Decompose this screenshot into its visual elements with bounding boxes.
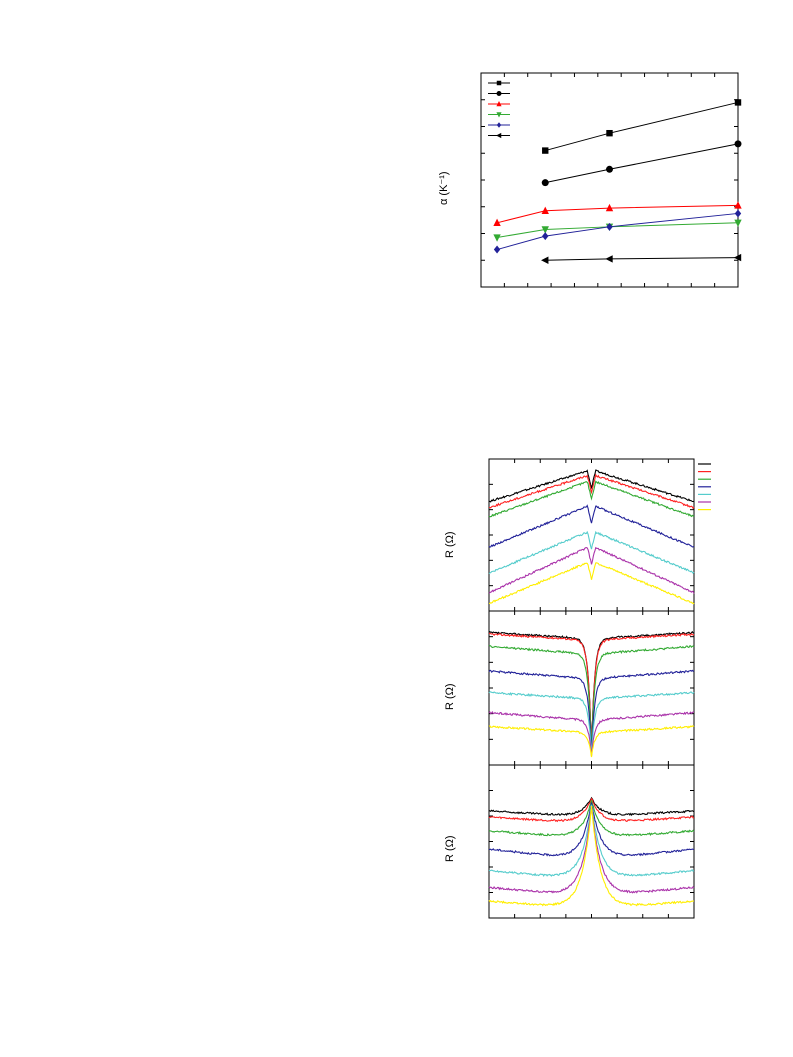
legend-marker-2 [496, 91, 502, 96]
r-plot-bottom-trace-3 [488, 800, 695, 837]
legend-marker-5 [496, 122, 502, 128]
r-plot-top-trace-1 [488, 469, 695, 503]
r-plot-top-trace-5 [488, 530, 695, 575]
alpha-series-line-4 [496, 222, 739, 239]
alpha-data-point [542, 232, 549, 241]
alpha-series-line-3 [496, 204, 739, 224]
alpha-data-point [606, 165, 613, 173]
r-plot-bottom-frame [488, 764, 695, 919]
alpha-series-line-5 [496, 212, 739, 251]
r-plot-top-trace-7 [489, 562, 695, 605]
r-plot-top-trace-3 [488, 480, 695, 518]
alpha-data-point [542, 147, 549, 154]
alpha-data-point [734, 99, 742, 106]
legend-marker-1 [496, 80, 502, 86]
alpha-data-point [734, 201, 742, 209]
alpha-series-line-6 [545, 257, 739, 261]
alpha-data-point [606, 129, 613, 137]
alpha-data-point [541, 179, 549, 187]
alpha-data-point [541, 206, 549, 214]
alpha-data-point [734, 140, 742, 148]
legend-marker-4 [496, 112, 502, 118]
legend-marker-3 [496, 101, 502, 107]
r-plot-bottom-trace-7 [488, 806, 694, 907]
alpha-series-line-1 [545, 101, 739, 152]
alpha-data-point [606, 222, 613, 231]
alpha-data-point [541, 256, 549, 264]
alpha-series-line-2 [545, 143, 739, 184]
r-plot-top-trace-4 [488, 504, 695, 548]
legend-marker-6 [496, 132, 502, 139]
alpha-data-point [734, 219, 742, 227]
r-plot-top-trace-6 [488, 546, 695, 594]
r-plot-bottom-trace-5 [488, 804, 695, 878]
r-plot-middle-trace-7 [488, 725, 695, 758]
alpha-data-point [493, 245, 501, 254]
alpha-data-point [605, 203, 614, 212]
alpha-data-point [733, 253, 742, 262]
alpha-data-point [605, 255, 613, 263]
alpha-data-point [541, 226, 549, 234]
r-plot-top-trace-2 [488, 473, 695, 510]
alpha-data-point [493, 218, 501, 226]
r-plot-bottom-trace-2 [488, 797, 695, 823]
alpha-data-point [734, 209, 742, 218]
alpha-data-point [493, 234, 501, 242]
r-plot-middle-trace-2 [488, 632, 695, 752]
r-plot-bottom-trace-4 [489, 802, 695, 857]
alpha-plot-frame [480, 72, 739, 288]
